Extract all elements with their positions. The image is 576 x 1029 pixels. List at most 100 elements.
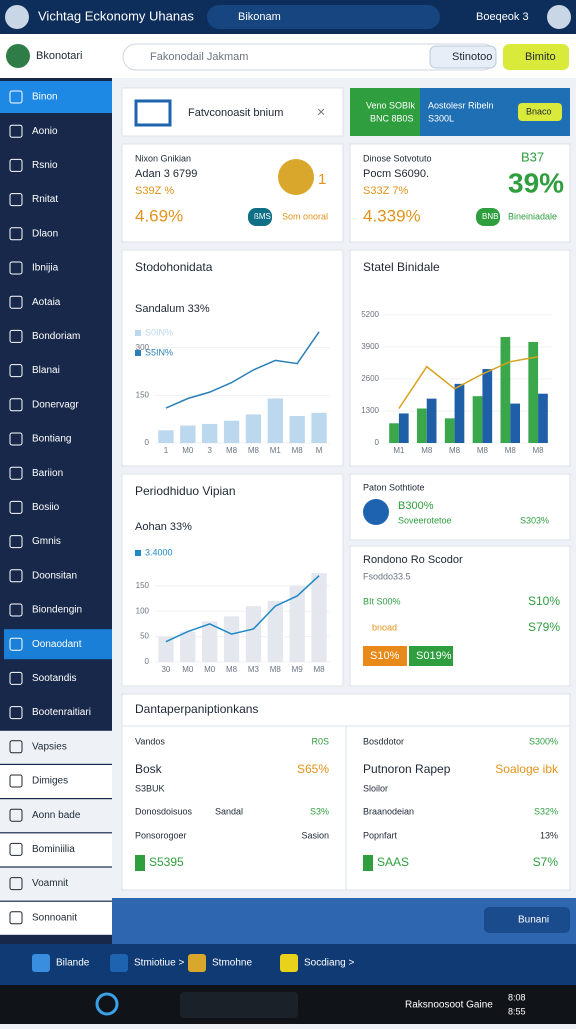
nav-label[interactable]: Doonsitan	[32, 570, 77, 581]
nav-label[interactable]: Ibnijia	[32, 263, 59, 274]
nav-label[interactable]: Biondengin	[32, 605, 82, 616]
bottom-items: Bilande Stmiotiue > Stmohne Socdiang >	[32, 954, 354, 972]
nav-label[interactable]: Bariion	[32, 468, 63, 479]
x-tick-label: M8	[226, 446, 238, 455]
badge	[135, 855, 145, 871]
detail-text: Donosdoisuos	[135, 806, 193, 816]
bar	[311, 573, 327, 662]
avatar[interactable]	[5, 5, 29, 29]
badge	[476, 208, 500, 226]
footer-icon[interactable]	[280, 954, 298, 972]
bar	[426, 398, 437, 443]
legend-swatch	[135, 550, 141, 556]
bar	[180, 425, 196, 443]
bar	[444, 418, 455, 443]
bar	[454, 383, 465, 443]
stat-name: Dinose Sotvotuto	[363, 153, 432, 163]
footer-label[interactable]: Bilande	[56, 958, 90, 969]
search-text: Bikonam	[238, 11, 281, 23]
nav-label[interactable]: Voamnit	[32, 878, 68, 889]
nav-label[interactable]: Sootandis	[32, 673, 76, 684]
line	[165, 331, 320, 409]
chart-title: Stodohonidata	[135, 260, 213, 274]
taskbar-app[interactable]	[180, 992, 298, 1018]
user-avatar[interactable]	[547, 5, 571, 29]
detail-text: S3BUK	[135, 783, 165, 793]
nav-label[interactable]: Aonn bade	[32, 810, 81, 821]
nav-label[interactable]: Aonio	[32, 126, 58, 137]
nav-label[interactable]: Aotaia	[32, 297, 61, 308]
big-label: B37	[521, 149, 544, 164]
nav-label[interactable]: Oonaodant	[32, 639, 82, 650]
promo-line: BNC 8B0S	[370, 113, 414, 123]
footer-label[interactable]: Socdiang >	[304, 958, 354, 969]
nav-label[interactable]: Binon	[32, 92, 58, 103]
bar	[482, 369, 493, 443]
nav-label[interactable]: Vapsies	[32, 741, 67, 752]
footer-label[interactable]: Stmiotiue >	[134, 958, 184, 969]
nav-label[interactable]: Bontiang	[32, 434, 71, 445]
clock-date: 8:55	[508, 1006, 526, 1016]
nav-icon	[9, 500, 23, 514]
bar	[289, 585, 305, 662]
nav-label[interactable]: Gmnis	[32, 536, 61, 547]
legend-swatch	[135, 350, 141, 356]
detail-text: S65%	[297, 762, 329, 776]
detail-text: S300%	[529, 736, 558, 746]
nav-icon	[9, 603, 23, 617]
nav-label[interactable]: Dlaon	[32, 228, 58, 239]
user-name: Boeqeok 3	[476, 11, 529, 23]
bar	[245, 414, 262, 443]
nav-label[interactable]: Blanai	[32, 365, 60, 376]
nav-label[interactable]: Bosiio	[32, 502, 60, 513]
footer-label[interactable]: Stmohne	[212, 958, 252, 969]
nav-label[interactable]: Donervagr	[32, 399, 79, 410]
footer-button[interactable]	[484, 907, 570, 933]
nav-row	[0, 833, 112, 867]
nav-icon	[9, 637, 23, 651]
status-label: Soveerotetoe	[398, 515, 452, 525]
nav-label[interactable]: Bondoriam	[32, 331, 80, 342]
promo-button[interactable]	[518, 103, 562, 121]
nav-label[interactable]: Dimiges	[32, 776, 68, 787]
profile-avatar[interactable]	[6, 44, 30, 68]
nav-label[interactable]: Rnitat	[32, 194, 58, 205]
detail-text: Popnfart	[363, 830, 398, 840]
footer-icon[interactable]	[110, 954, 128, 972]
taskbar-icon[interactable]	[95, 992, 119, 1016]
nav-label[interactable]: Rsnio	[32, 160, 58, 171]
search-box[interactable]	[207, 5, 440, 29]
bar	[223, 616, 240, 662]
y-tick-label: 2600	[361, 374, 379, 383]
status-title: Paton Sothtiote	[363, 482, 425, 492]
legend-label: S0IN%	[145, 327, 173, 337]
bar	[510, 403, 520, 443]
nav-label[interactable]: Sonnoanit	[32, 912, 77, 923]
nav-icon	[9, 227, 23, 241]
stat-link[interactable]: Som onoral	[282, 211, 328, 221]
footer-icon[interactable]	[32, 954, 50, 972]
chart-subtitle: Aohan 33%	[135, 521, 192, 533]
nav-icon	[9, 124, 23, 138]
nav-icon	[9, 295, 23, 309]
stat-link[interactable]: Bineiniadale	[508, 211, 557, 221]
line	[398, 356, 539, 409]
nav-label[interactable]: Bominiilia	[32, 844, 75, 855]
footer-icon[interactable]	[188, 954, 206, 972]
button-label: Bimito	[525, 51, 556, 63]
button[interactable]	[429, 45, 497, 69]
button[interactable]	[503, 44, 569, 70]
y-tick-label: 100	[136, 606, 150, 615]
nav-label[interactable]: Bootenraitiari	[32, 707, 91, 718]
bar	[158, 430, 174, 443]
close-icon[interactable]: ×	[317, 104, 325, 120]
badge	[409, 646, 453, 666]
promo-tag	[350, 88, 420, 136]
nav-row	[0, 799, 112, 833]
detail-text: Sloilor	[363, 783, 388, 793]
x-tick-label: M8	[226, 665, 238, 674]
y-tick-label: 1300	[361, 406, 379, 415]
x-tick-label: M3	[248, 665, 260, 674]
